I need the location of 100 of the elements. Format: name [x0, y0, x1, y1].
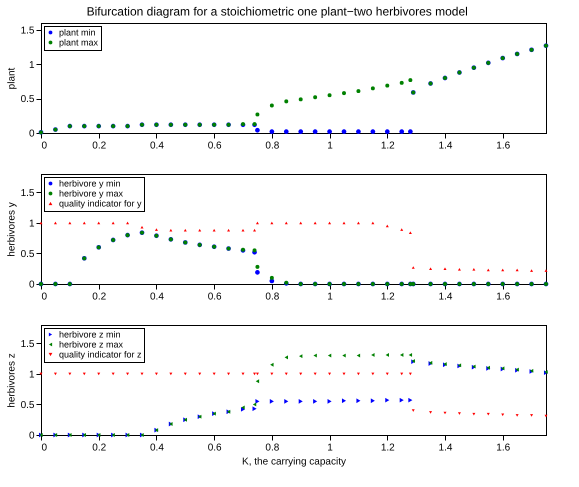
point — [370, 86, 375, 90]
point — [356, 89, 360, 94]
point — [312, 129, 318, 134]
point — [399, 129, 404, 134]
x-tick-label: 1 — [327, 292, 334, 302]
point — [544, 269, 548, 272]
point — [253, 372, 256, 376]
point — [284, 372, 288, 376]
point — [530, 269, 534, 272]
point — [198, 228, 202, 232]
point — [82, 372, 86, 376]
y-tick-label: 1.5 — [20, 188, 35, 199]
x-tick-label: 1 — [327, 140, 334, 152]
point — [328, 399, 332, 404]
x-tick-label: 0 — [42, 140, 48, 152]
x-tick-label: 1.2 — [380, 442, 396, 454]
point — [255, 128, 260, 133]
point — [386, 372, 389, 376]
point — [270, 129, 274, 134]
x-tick-label: 0.6 — [208, 442, 222, 454]
point — [385, 84, 390, 88]
x-tick-label: 0.4 — [150, 292, 164, 302]
point — [444, 412, 446, 414]
legend-label: quality indicator for z — [59, 350, 142, 360]
point — [342, 91, 346, 96]
point — [408, 78, 412, 82]
x-axis-title: K, the carrying capacity — [242, 456, 346, 468]
x-tick-label: 0.4 — [150, 140, 164, 152]
point — [408, 398, 412, 403]
y-tick-label: 0.5 — [20, 94, 35, 106]
point — [384, 129, 390, 134]
point — [328, 93, 332, 98]
x-tick-label: 1.4 — [438, 442, 453, 454]
x-tick-label: 0.6 — [208, 292, 222, 302]
point — [371, 372, 374, 376]
point — [356, 129, 361, 134]
point — [472, 268, 476, 271]
x-tick-label: 1.2 — [380, 292, 396, 302]
point — [356, 372, 360, 376]
point — [154, 228, 158, 231]
point — [298, 399, 303, 404]
legend-label: quality indicator for y — [59, 198, 142, 208]
point — [255, 270, 260, 275]
point — [126, 372, 130, 376]
x-tick-label: 1.4 — [438, 140, 453, 152]
point — [400, 352, 404, 357]
point — [370, 129, 376, 134]
point — [256, 372, 259, 376]
y-tick-label: 1 — [28, 60, 35, 71]
x-tick-label: 1.6 — [496, 292, 511, 302]
point — [212, 372, 216, 376]
y-tick-label: 1 — [28, 369, 35, 380]
point — [313, 399, 318, 404]
point — [328, 354, 332, 358]
x-tick-label: 1.2 — [380, 140, 396, 152]
point — [342, 129, 346, 134]
point — [212, 228, 216, 232]
point — [400, 372, 404, 376]
point — [140, 372, 144, 376]
legend-label: plant max — [59, 38, 99, 48]
x-tick-label: 0.2 — [92, 140, 107, 152]
point — [342, 372, 346, 376]
point — [501, 414, 504, 416]
point — [68, 372, 72, 376]
x-tick-label: 1.4 — [438, 292, 453, 302]
x-tick-label: 0 — [42, 442, 48, 454]
point — [284, 129, 289, 134]
y-tick-label: 1.5 — [20, 25, 35, 36]
legend-label: herbivore y max — [59, 188, 124, 198]
point — [444, 267, 446, 270]
point — [97, 372, 100, 376]
point — [112, 372, 115, 376]
y-tick-label: 0 — [28, 280, 35, 290]
x-tick-label: 0 — [42, 292, 48, 302]
x-tick-label: 1.6 — [496, 442, 511, 454]
y-tick-label: 0 — [28, 128, 35, 140]
point — [284, 99, 288, 104]
y-tick-label: 0 — [28, 430, 35, 442]
point — [356, 398, 360, 404]
point — [255, 112, 260, 116]
point — [400, 80, 404, 85]
point — [270, 372, 274, 376]
point — [313, 95, 318, 100]
x-tick-label: 0.4 — [150, 442, 164, 454]
point — [328, 372, 332, 376]
point — [227, 228, 230, 232]
point — [356, 354, 360, 358]
point — [169, 228, 172, 232]
y-tick-label: 1.5 — [20, 338, 35, 350]
x-tick-label: 1.6 — [496, 140, 511, 152]
point — [270, 276, 274, 280]
point — [408, 352, 412, 357]
point — [40, 372, 42, 376]
point — [412, 266, 415, 269]
y-axis-title: herbivores z — [6, 353, 18, 408]
point — [242, 372, 244, 376]
point — [429, 411, 432, 414]
legend-label: herbivore z max — [59, 340, 124, 350]
point — [298, 129, 304, 134]
y-tick-label: 1 — [28, 218, 35, 230]
